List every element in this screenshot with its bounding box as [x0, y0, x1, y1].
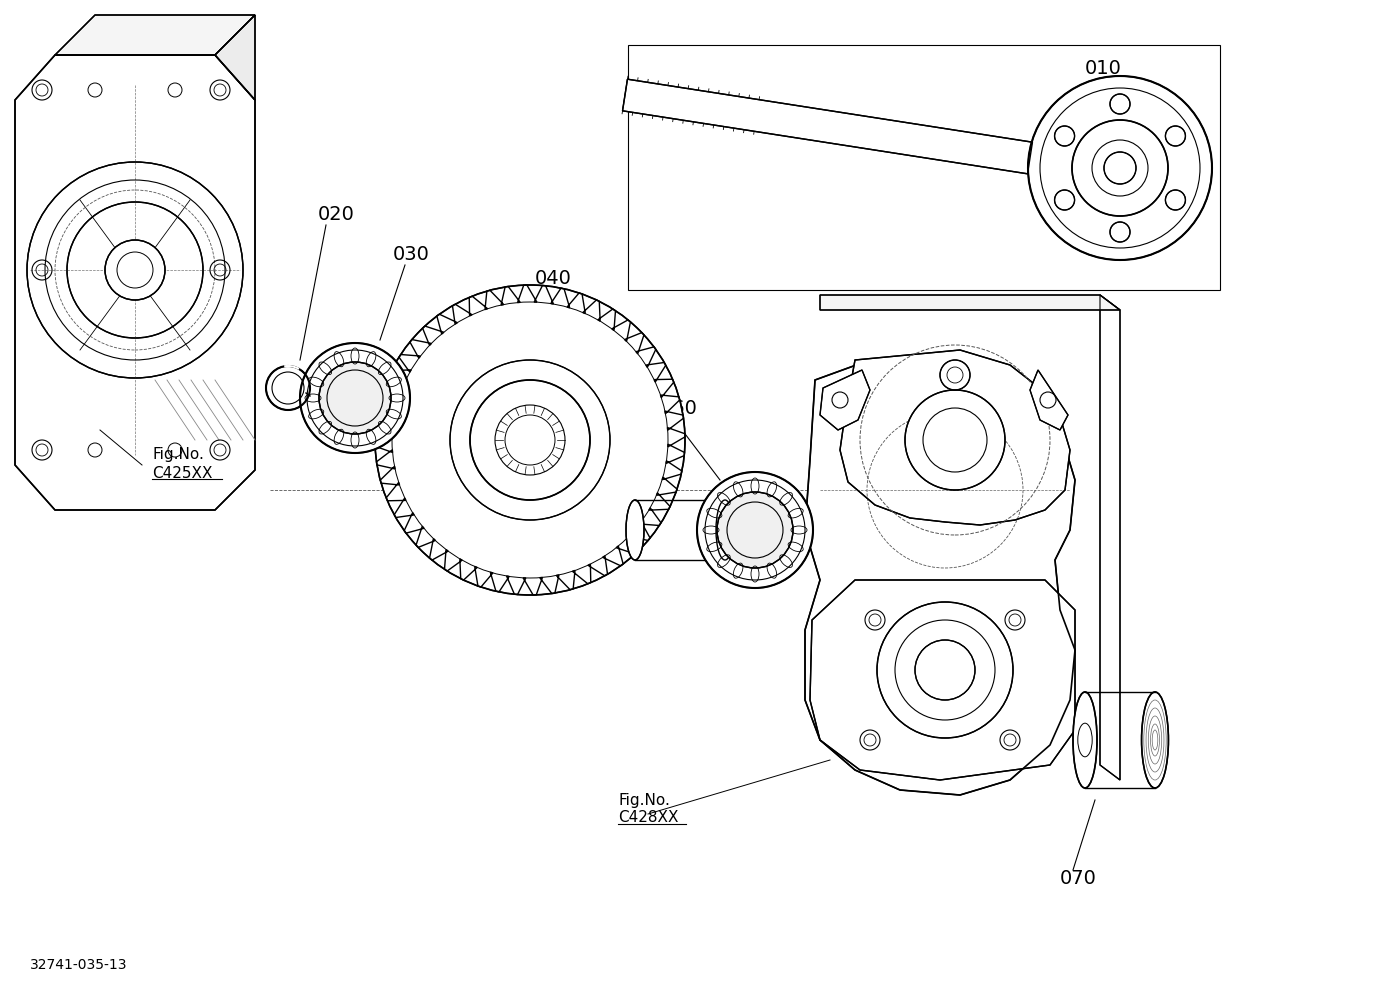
- Circle shape: [1105, 152, 1136, 184]
- Circle shape: [266, 366, 310, 410]
- Text: 040: 040: [535, 268, 572, 287]
- Circle shape: [319, 362, 392, 434]
- Circle shape: [470, 380, 590, 500]
- Circle shape: [1055, 126, 1074, 146]
- Circle shape: [1055, 190, 1074, 210]
- Polygon shape: [622, 79, 1033, 174]
- Text: 010: 010: [1085, 58, 1123, 77]
- Circle shape: [1027, 76, 1212, 260]
- Ellipse shape: [1142, 692, 1168, 788]
- Polygon shape: [840, 350, 1070, 525]
- Text: 050: 050: [547, 358, 585, 377]
- Circle shape: [1071, 120, 1168, 216]
- Circle shape: [717, 492, 793, 568]
- Text: 030: 030: [393, 245, 430, 264]
- Polygon shape: [821, 370, 870, 430]
- Text: 020: 020: [319, 205, 354, 224]
- Text: 070: 070: [1060, 869, 1096, 888]
- Circle shape: [916, 640, 975, 700]
- Ellipse shape: [1073, 692, 1098, 788]
- Circle shape: [940, 360, 969, 390]
- Circle shape: [877, 602, 1014, 738]
- Circle shape: [105, 240, 165, 300]
- Circle shape: [301, 343, 410, 453]
- Circle shape: [1165, 190, 1186, 210]
- Circle shape: [68, 202, 203, 338]
- Polygon shape: [375, 285, 685, 595]
- Text: 32741-035-13: 32741-035-13: [30, 958, 127, 972]
- Text: C425XX: C425XX: [152, 465, 212, 480]
- Circle shape: [1110, 222, 1129, 242]
- Polygon shape: [1100, 295, 1120, 780]
- Circle shape: [905, 390, 1005, 490]
- Polygon shape: [805, 355, 1076, 795]
- Text: Fig.No.: Fig.No.: [152, 447, 204, 462]
- Polygon shape: [809, 580, 1076, 780]
- Text: 060: 060: [661, 398, 698, 417]
- Polygon shape: [215, 15, 255, 100]
- Polygon shape: [821, 295, 1120, 310]
- Ellipse shape: [716, 500, 734, 560]
- Text: C428XX: C428XX: [618, 811, 678, 826]
- Text: Fig.No.: Fig.No.: [618, 793, 670, 808]
- Polygon shape: [1030, 370, 1067, 430]
- Circle shape: [696, 472, 814, 588]
- Circle shape: [28, 162, 243, 378]
- Circle shape: [1165, 126, 1186, 146]
- Circle shape: [450, 360, 610, 520]
- Circle shape: [375, 285, 685, 595]
- Polygon shape: [55, 15, 255, 55]
- Circle shape: [1110, 94, 1129, 114]
- Ellipse shape: [626, 500, 644, 560]
- Polygon shape: [15, 55, 255, 510]
